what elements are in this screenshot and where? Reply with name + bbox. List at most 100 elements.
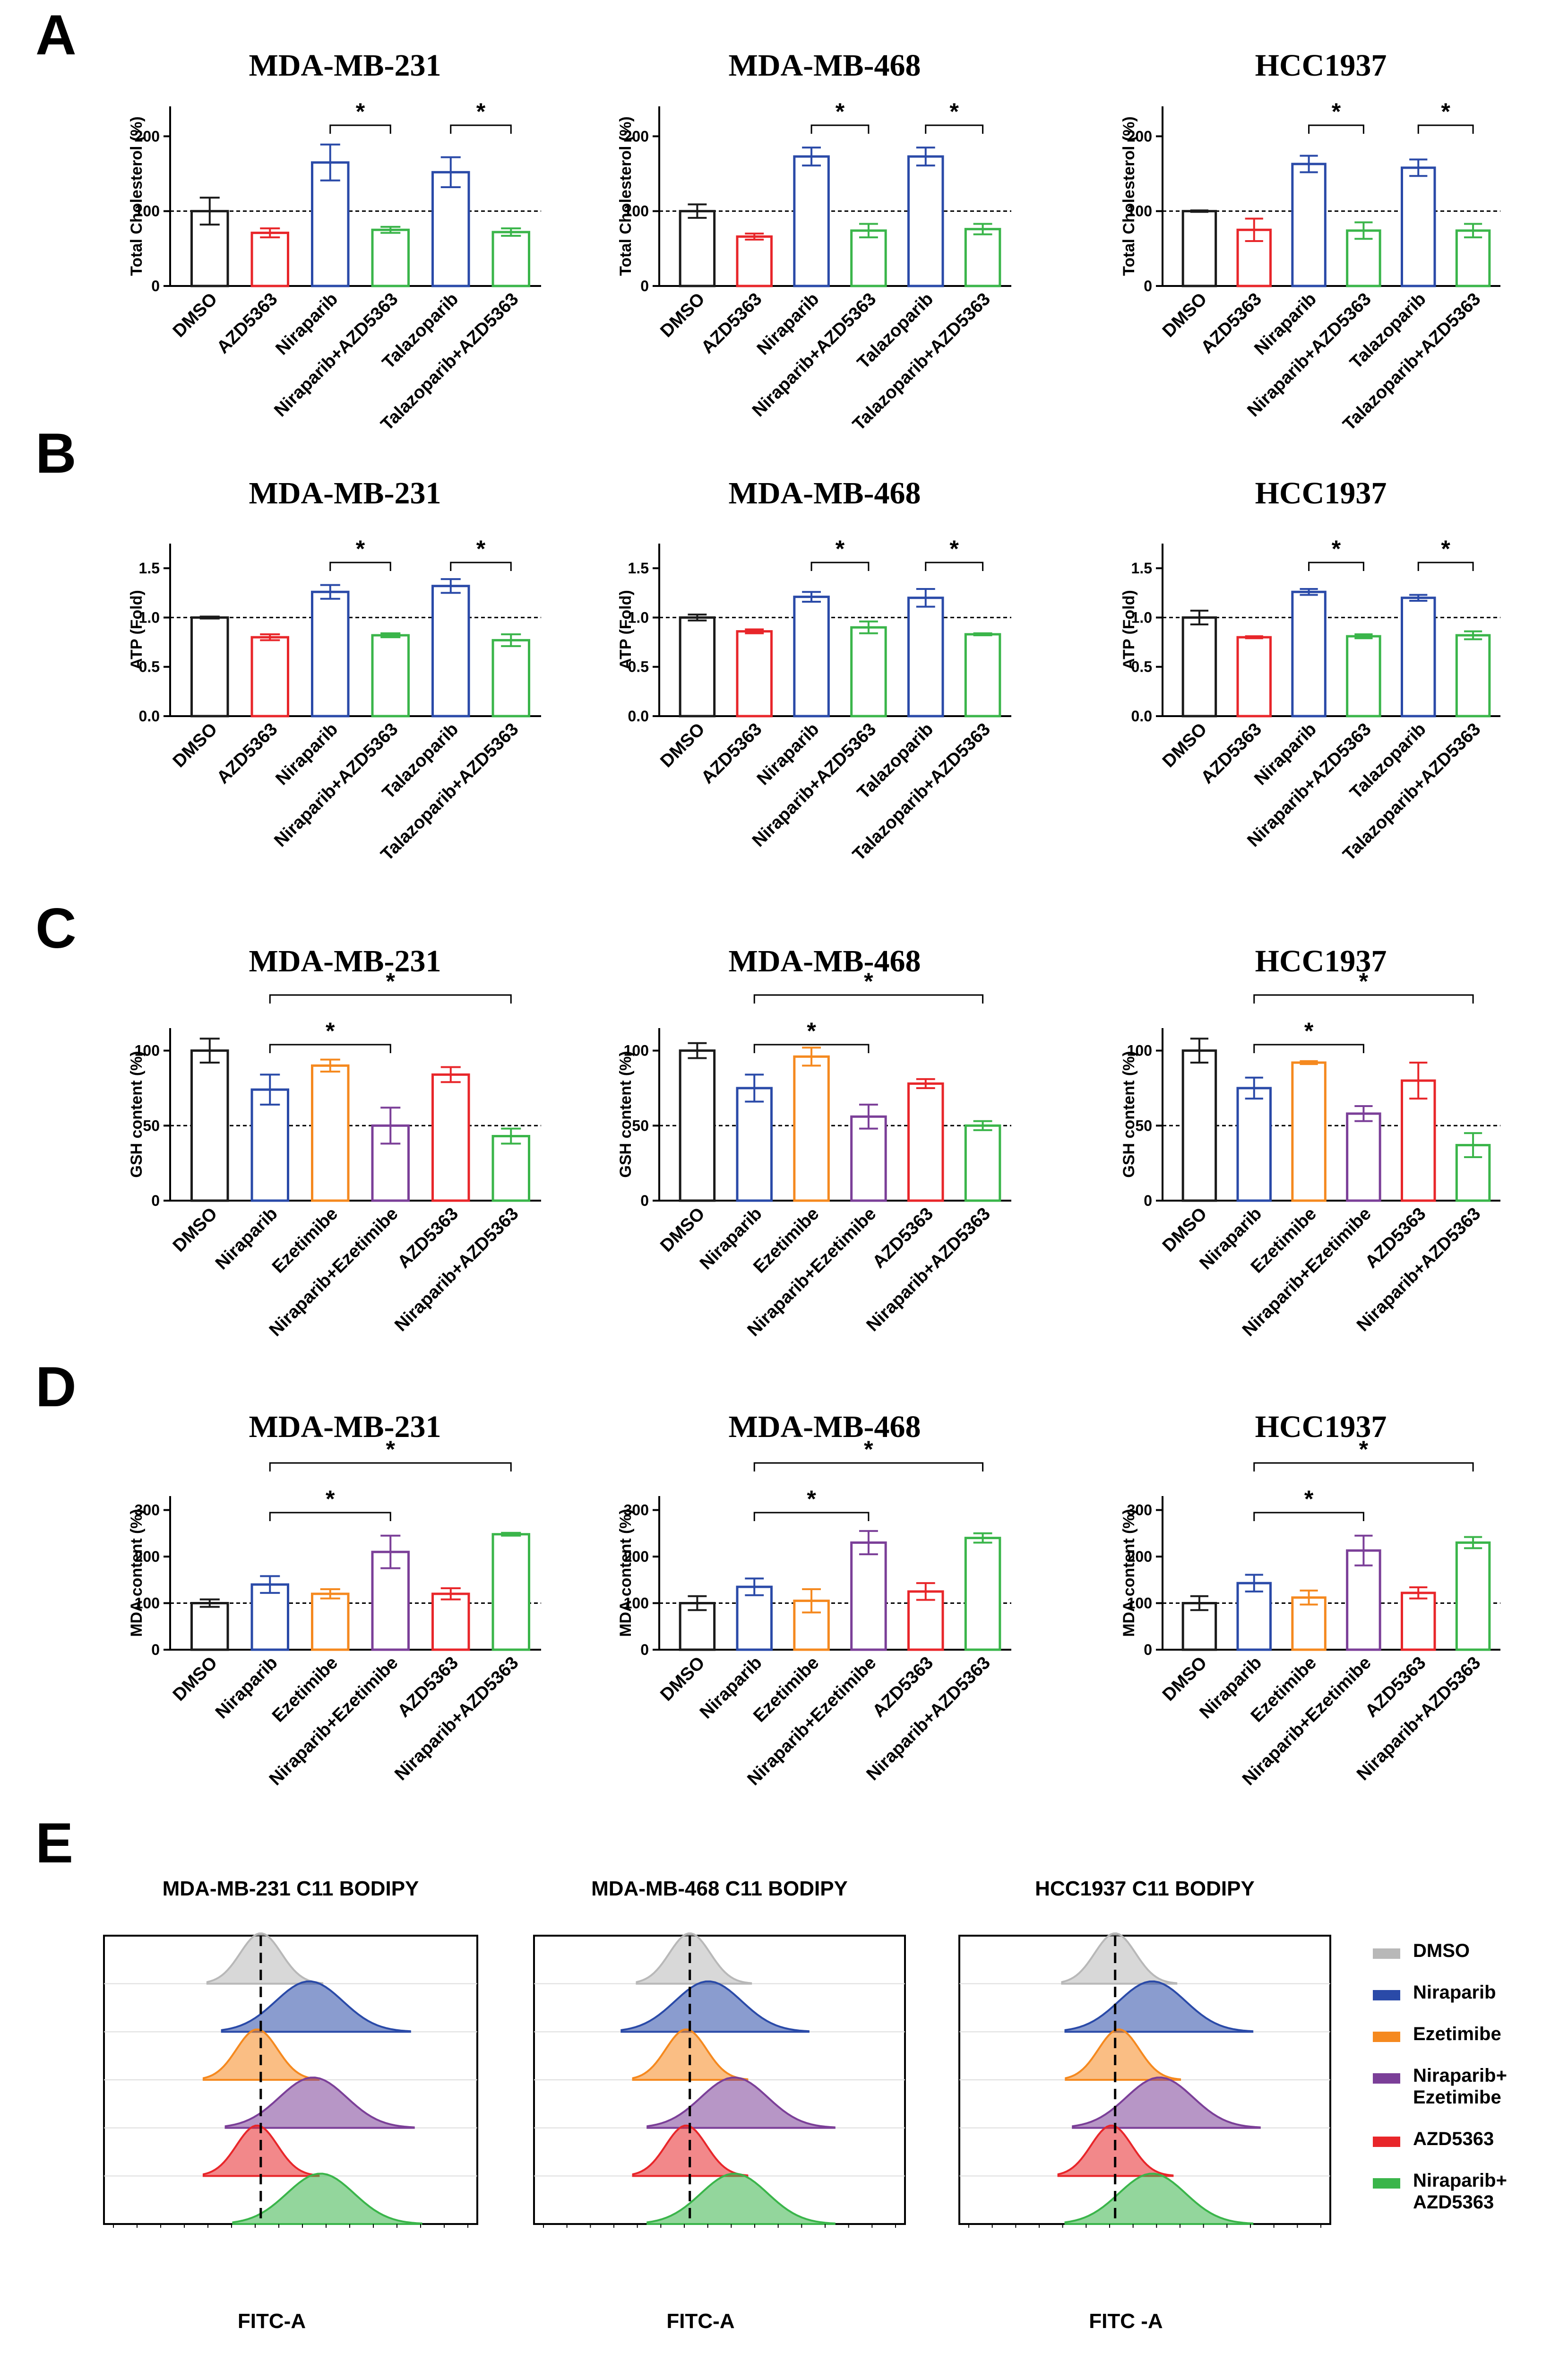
histogram-peak-orange: [632, 2028, 749, 2081]
bar-Talazoparib+AZD5363: [964, 228, 1001, 287]
histogram-peak-blue: [620, 1980, 810, 2033]
bar-Talazoparib: [1401, 597, 1436, 718]
y-tick-label: 0: [1144, 277, 1152, 294]
bar-DMSO: [1181, 1049, 1217, 1202]
bar-Niraparib+AZD5363: [850, 229, 887, 287]
bar-Niraparib: [1236, 1087, 1272, 1202]
bar-Niraparib: [311, 590, 350, 718]
y-tick-label: 300: [1127, 1502, 1152, 1519]
y-tick-label: 0: [151, 1641, 160, 1658]
x-tick-label: DMSO: [656, 289, 708, 341]
y-tick-label: 100: [1127, 203, 1152, 220]
panel-label-D: D: [35, 1355, 77, 1419]
bar-Talazoparib: [907, 155, 944, 287]
y-tick-label: 1.5: [139, 560, 160, 577]
bar-DMSO: [679, 210, 716, 287]
legend-swatch-red: [1373, 2137, 1400, 2147]
significance-star: *: [949, 98, 959, 125]
bar-Talazoparib: [1401, 166, 1436, 287]
y-tick-label: 0.5: [139, 658, 160, 675]
y-tick-label: 200: [135, 128, 160, 145]
x-axis-label: FITC-A: [666, 2310, 734, 2333]
bar-Niraparib+AZD5363: [964, 1124, 1001, 1202]
significance-bracket: [753, 994, 984, 1004]
x-tick-label: DMSO: [169, 1653, 221, 1705]
significance-bracket: [1417, 562, 1474, 571]
significance-bracket: [753, 1512, 870, 1521]
histogram-peak-gray: [636, 1932, 752, 1985]
y-tick-label: 100: [135, 1595, 160, 1612]
significance-bracket: [925, 562, 984, 571]
y-tick-label: 0: [640, 1192, 649, 1209]
histogram-peak-orange: [1065, 2028, 1181, 2081]
bar-Ezetimibe: [311, 1592, 350, 1651]
y-tick-label: 100: [1127, 1042, 1152, 1059]
significance-bracket: [810, 124, 870, 134]
y-axis-label: GSH content (%): [617, 1051, 635, 1177]
legend-swatch-green: [1373, 2178, 1400, 2189]
bar-DMSO: [679, 616, 716, 718]
bar-Niraparib: [793, 155, 830, 287]
significance-bracket: [1253, 1512, 1364, 1521]
bar-Niraparib+AZD5363: [491, 1135, 530, 1202]
bar-DMSO: [1181, 210, 1217, 287]
bar-Ezetimibe: [793, 1055, 830, 1202]
histogram-peak-blue: [1064, 1980, 1254, 2033]
bar-Niraparib: [250, 1088, 289, 1202]
y-tick-label: 100: [1127, 1595, 1152, 1612]
bar-DMSO: [190, 1049, 229, 1202]
legend-label: Niraparib+: [1413, 2170, 1507, 2191]
significance-star: *: [326, 1018, 335, 1044]
y-tick-label: 0: [640, 1641, 649, 1658]
y-tick-label: 200: [135, 1548, 160, 1565]
bar-Niraparib+AZD5363: [1455, 1541, 1491, 1651]
chart-title: MDA-MB-468: [729, 48, 921, 83]
x-tick-label: DMSO: [1159, 1653, 1211, 1705]
histogram-1: MDA-MB-231 C11 BODIPY FITC-A: [103, 1877, 478, 2333]
y-tick-label: 0: [1144, 1192, 1152, 1209]
bar-Talazoparib+AZD5363: [1455, 634, 1491, 718]
significance-star: *: [386, 1436, 396, 1463]
significance-star: *: [1441, 536, 1450, 562]
y-tick-label: 50: [143, 1117, 160, 1134]
significance-bracket: [1253, 1044, 1364, 1053]
chart-title: HCC1937: [1255, 48, 1387, 83]
histogram-peak-purple: [646, 2077, 836, 2129]
significance-bracket: [753, 1462, 984, 1471]
bar-Ezetimibe: [1291, 1061, 1327, 1202]
panel-label-A: A: [35, 3, 77, 67]
panel-label-E: E: [35, 1811, 73, 1875]
significance-bracket: [810, 562, 870, 571]
bar-AZD5363: [736, 235, 773, 287]
y-axis-label: GSH content (%): [1120, 1051, 1138, 1177]
significance-bracket: [269, 1044, 391, 1053]
significance-bracket: [269, 1512, 391, 1521]
y-axis-label: Total Cholesterol (%): [1120, 116, 1138, 276]
panel-label-B: B: [35, 422, 77, 485]
y-tick-label: 100: [135, 1042, 160, 1059]
y-tick-label: 200: [1127, 1548, 1152, 1565]
y-tick-label: 0: [1144, 1641, 1152, 1658]
bar-Ezetimibe: [311, 1064, 350, 1202]
histogram-peak-green: [646, 2172, 836, 2225]
significance-bracket: [450, 124, 512, 134]
x-tick-label: DMSO: [656, 1204, 708, 1256]
bar-Niraparib+Ezetimibe: [371, 1124, 410, 1202]
y-axis-label: MDA content (%): [617, 1509, 635, 1637]
histogram-peak-red: [1057, 2124, 1174, 2177]
y-tick-label: 1.0: [1131, 609, 1152, 626]
significance-bracket: [925, 124, 984, 134]
y-tick-label: 300: [624, 1502, 649, 1519]
significance-star: *: [1441, 98, 1450, 125]
x-tick-label: Niraparib+AZD5363: [391, 1653, 522, 1784]
chart-title: MDA-MB-468: [729, 944, 921, 978]
bar-DMSO: [1181, 616, 1217, 718]
chart-title: MDA-MB-231: [249, 1410, 441, 1444]
bar-Talazoparib: [431, 171, 470, 287]
